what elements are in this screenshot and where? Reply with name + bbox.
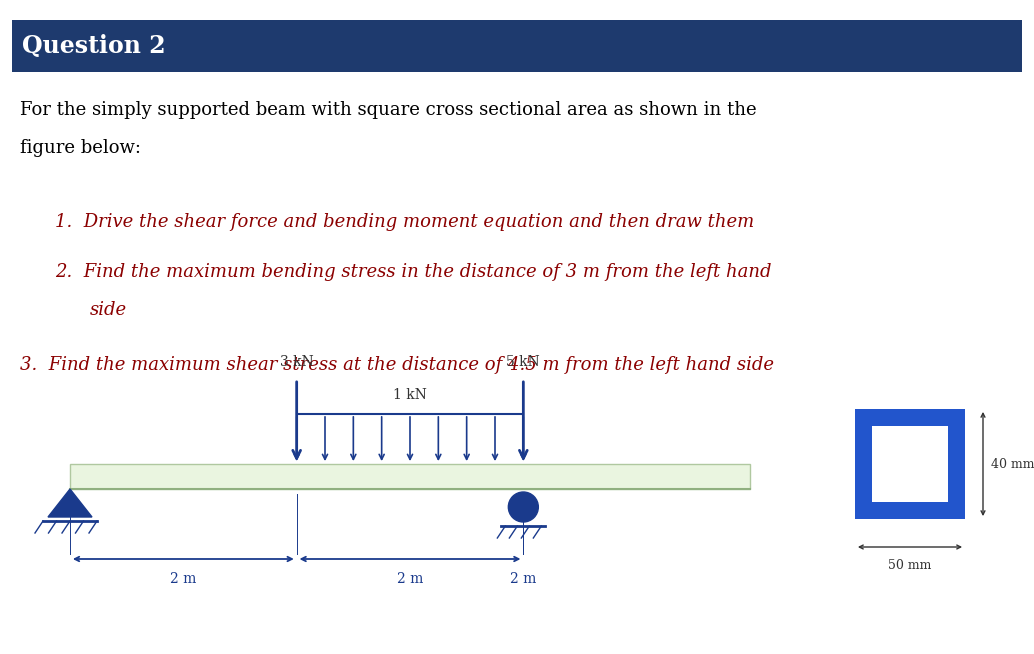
Text: 50 mm: 50 mm	[888, 559, 932, 572]
Text: 2 m: 2 m	[171, 572, 196, 586]
Text: 1 kN: 1 kN	[393, 388, 427, 402]
Text: figure below:: figure below:	[20, 139, 141, 157]
Text: 2 m: 2 m	[510, 572, 537, 586]
Polygon shape	[48, 489, 92, 517]
Circle shape	[509, 492, 539, 522]
Bar	[872, 426, 948, 502]
Text: 40 mm: 40 mm	[991, 458, 1034, 470]
Text: 1.  Drive the shear force and bending moment equation and then draw them: 1. Drive the shear force and bending mom…	[55, 213, 754, 231]
Text: Question 2: Question 2	[22, 34, 165, 58]
Text: 5 kN: 5 kN	[507, 355, 540, 369]
Bar	[70, 464, 750, 489]
Bar	[855, 409, 965, 519]
Text: For the simply supported beam with square cross sectional area as shown in the: For the simply supported beam with squar…	[20, 101, 757, 119]
Bar	[12, 20, 1022, 72]
Text: 3.  Find the maximum shear stress at the distance of 4.5 m from the left hand si: 3. Find the maximum shear stress at the …	[20, 356, 774, 374]
Text: 3 kN: 3 kN	[280, 355, 313, 369]
Text: 2.  Find the maximum bending stress in the distance of 3 m from the left hand: 2. Find the maximum bending stress in th…	[55, 263, 771, 281]
Text: side: side	[90, 301, 127, 319]
Text: 2 m: 2 m	[397, 572, 423, 586]
